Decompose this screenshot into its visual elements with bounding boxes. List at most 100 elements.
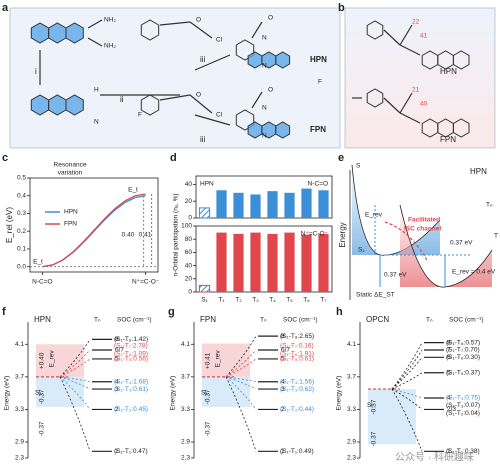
y-tick-label: 0.0 bbox=[17, 263, 26, 270]
axis-title: n-Orbital participation (nₓ, %) bbox=[173, 193, 180, 276]
isc-arrow bbox=[59, 376, 91, 452]
annotation: 0.41 bbox=[139, 232, 152, 239]
y-tick-label: 0.4 bbox=[17, 192, 26, 199]
panel-label: b bbox=[338, 2, 345, 14]
soc-label: (S₁-T₄:1.68) bbox=[114, 378, 148, 385]
atom: N bbox=[262, 63, 267, 70]
bar bbox=[301, 234, 312, 292]
ring bbox=[65, 22, 84, 44]
molecules bbox=[30, 19, 470, 139]
y-tick-label: 100 bbox=[181, 223, 192, 230]
column-header: Tₙ bbox=[94, 317, 101, 324]
rev-label: E_rev bbox=[49, 350, 56, 368]
bar bbox=[284, 192, 295, 218]
rev-label: E_rev bbox=[215, 350, 222, 368]
plot-frame bbox=[195, 225, 333, 293]
schematic-title: HPN bbox=[470, 167, 487, 176]
axis-title: Energy (eV) bbox=[4, 376, 11, 411]
series-line bbox=[42, 193, 146, 268]
annotation: E_t bbox=[128, 187, 138, 194]
soc-label: (S₁-T₁:0.38) bbox=[446, 448, 480, 455]
isc-arrow bbox=[225, 376, 257, 410]
y-tick-label: 0 bbox=[188, 289, 192, 296]
soc-label: (S₁-T₆:1.09) bbox=[114, 351, 148, 358]
t-area bbox=[400, 205, 492, 288]
ring bbox=[452, 118, 470, 138]
band-lower bbox=[202, 376, 250, 407]
panel-sublabel: N-C=O bbox=[308, 181, 328, 188]
bar bbox=[198, 207, 211, 219]
y-tick-label: 80 bbox=[185, 236, 193, 243]
atom: O bbox=[196, 17, 201, 24]
level-label: 1 bbox=[447, 448, 451, 455]
level-label: 4 bbox=[281, 378, 285, 385]
panel-label: f bbox=[2, 306, 6, 318]
ring bbox=[48, 94, 67, 116]
atom: Cl bbox=[216, 112, 223, 119]
column-header: SOC (cm⁻¹) bbox=[449, 317, 483, 324]
y-tick-label: 4.1 bbox=[15, 341, 24, 348]
annotation: S₁ bbox=[358, 247, 365, 254]
y-tick-label: 3.7 bbox=[347, 374, 356, 381]
atom: H bbox=[94, 87, 99, 94]
isc-arrow bbox=[59, 358, 91, 378]
panel-b-frame bbox=[344, 7, 496, 149]
y-tick-label: 0.3 bbox=[17, 210, 26, 217]
atom: F bbox=[138, 112, 142, 119]
s1-label: S₁ bbox=[201, 390, 208, 397]
gap-label: +0.40 bbox=[39, 352, 46, 369]
angle: 41 bbox=[420, 33, 428, 40]
isc-arrow bbox=[59, 349, 91, 378]
soc-label: (S₁-T₅:0.61) bbox=[280, 356, 314, 363]
band-lower bbox=[36, 376, 84, 407]
x-tick-label: T₃ bbox=[252, 297, 259, 304]
soc-label: (S₁-T₈:1.42) bbox=[114, 336, 148, 343]
annotation: 0.37 eV bbox=[450, 240, 473, 247]
panel-label: g bbox=[168, 306, 175, 318]
annotation: E_rev = 0.4 eV bbox=[452, 269, 496, 276]
plot-frame bbox=[195, 175, 333, 219]
level-label: 2 bbox=[115, 406, 119, 413]
annotation: E_rev bbox=[365, 212, 383, 219]
gap-label: +0.41 bbox=[205, 352, 212, 369]
level-label: 5 bbox=[115, 356, 119, 363]
y-tick-label: 0.1 bbox=[17, 246, 26, 253]
y-tick-label: 3.3 bbox=[347, 406, 356, 413]
bar bbox=[233, 233, 244, 292]
y-tick-label: 3.7 bbox=[181, 374, 190, 381]
atom: N bbox=[262, 133, 267, 140]
ring bbox=[30, 22, 50, 44]
bar bbox=[216, 232, 227, 292]
y-tick-label: 3.3 bbox=[181, 406, 190, 413]
ring bbox=[366, 20, 384, 40]
soc-label: (S₁-T₂:0.44) bbox=[280, 406, 314, 413]
level-label: 4 bbox=[447, 395, 451, 402]
atom: NH₂ bbox=[104, 17, 116, 24]
bond bbox=[383, 97, 401, 114]
atom: Cl bbox=[216, 37, 223, 44]
bond bbox=[251, 91, 263, 109]
panel-label: d bbox=[170, 152, 177, 164]
bond bbox=[383, 29, 401, 46]
panel-label: h bbox=[336, 306, 343, 318]
ring bbox=[48, 22, 67, 44]
annotation: 0.37 eV bbox=[384, 272, 407, 279]
ring bbox=[452, 50, 470, 70]
step: i bbox=[35, 67, 37, 76]
y-tick-label: 40 bbox=[185, 181, 193, 188]
y-tick-label: 2.3 bbox=[15, 455, 24, 462]
x-tick-label: S₁ bbox=[201, 297, 208, 304]
annotation: ISC channel bbox=[404, 226, 441, 233]
annotation: S bbox=[356, 163, 361, 170]
bar bbox=[250, 194, 261, 218]
panel-label: e bbox=[338, 152, 344, 164]
isc-arrow bbox=[59, 376, 91, 390]
x-tick-label: N-C=O bbox=[32, 279, 52, 286]
isc-arrow bbox=[391, 349, 423, 390]
annotation: T bbox=[494, 233, 498, 240]
isc-arrow bbox=[59, 376, 91, 410]
level-label: 7 bbox=[447, 347, 451, 354]
step: ii bbox=[120, 95, 124, 104]
soc-label: (S₁-T₆:1.91) bbox=[280, 351, 314, 358]
soc-label: (S₁-T₂:0.45) bbox=[114, 406, 148, 413]
